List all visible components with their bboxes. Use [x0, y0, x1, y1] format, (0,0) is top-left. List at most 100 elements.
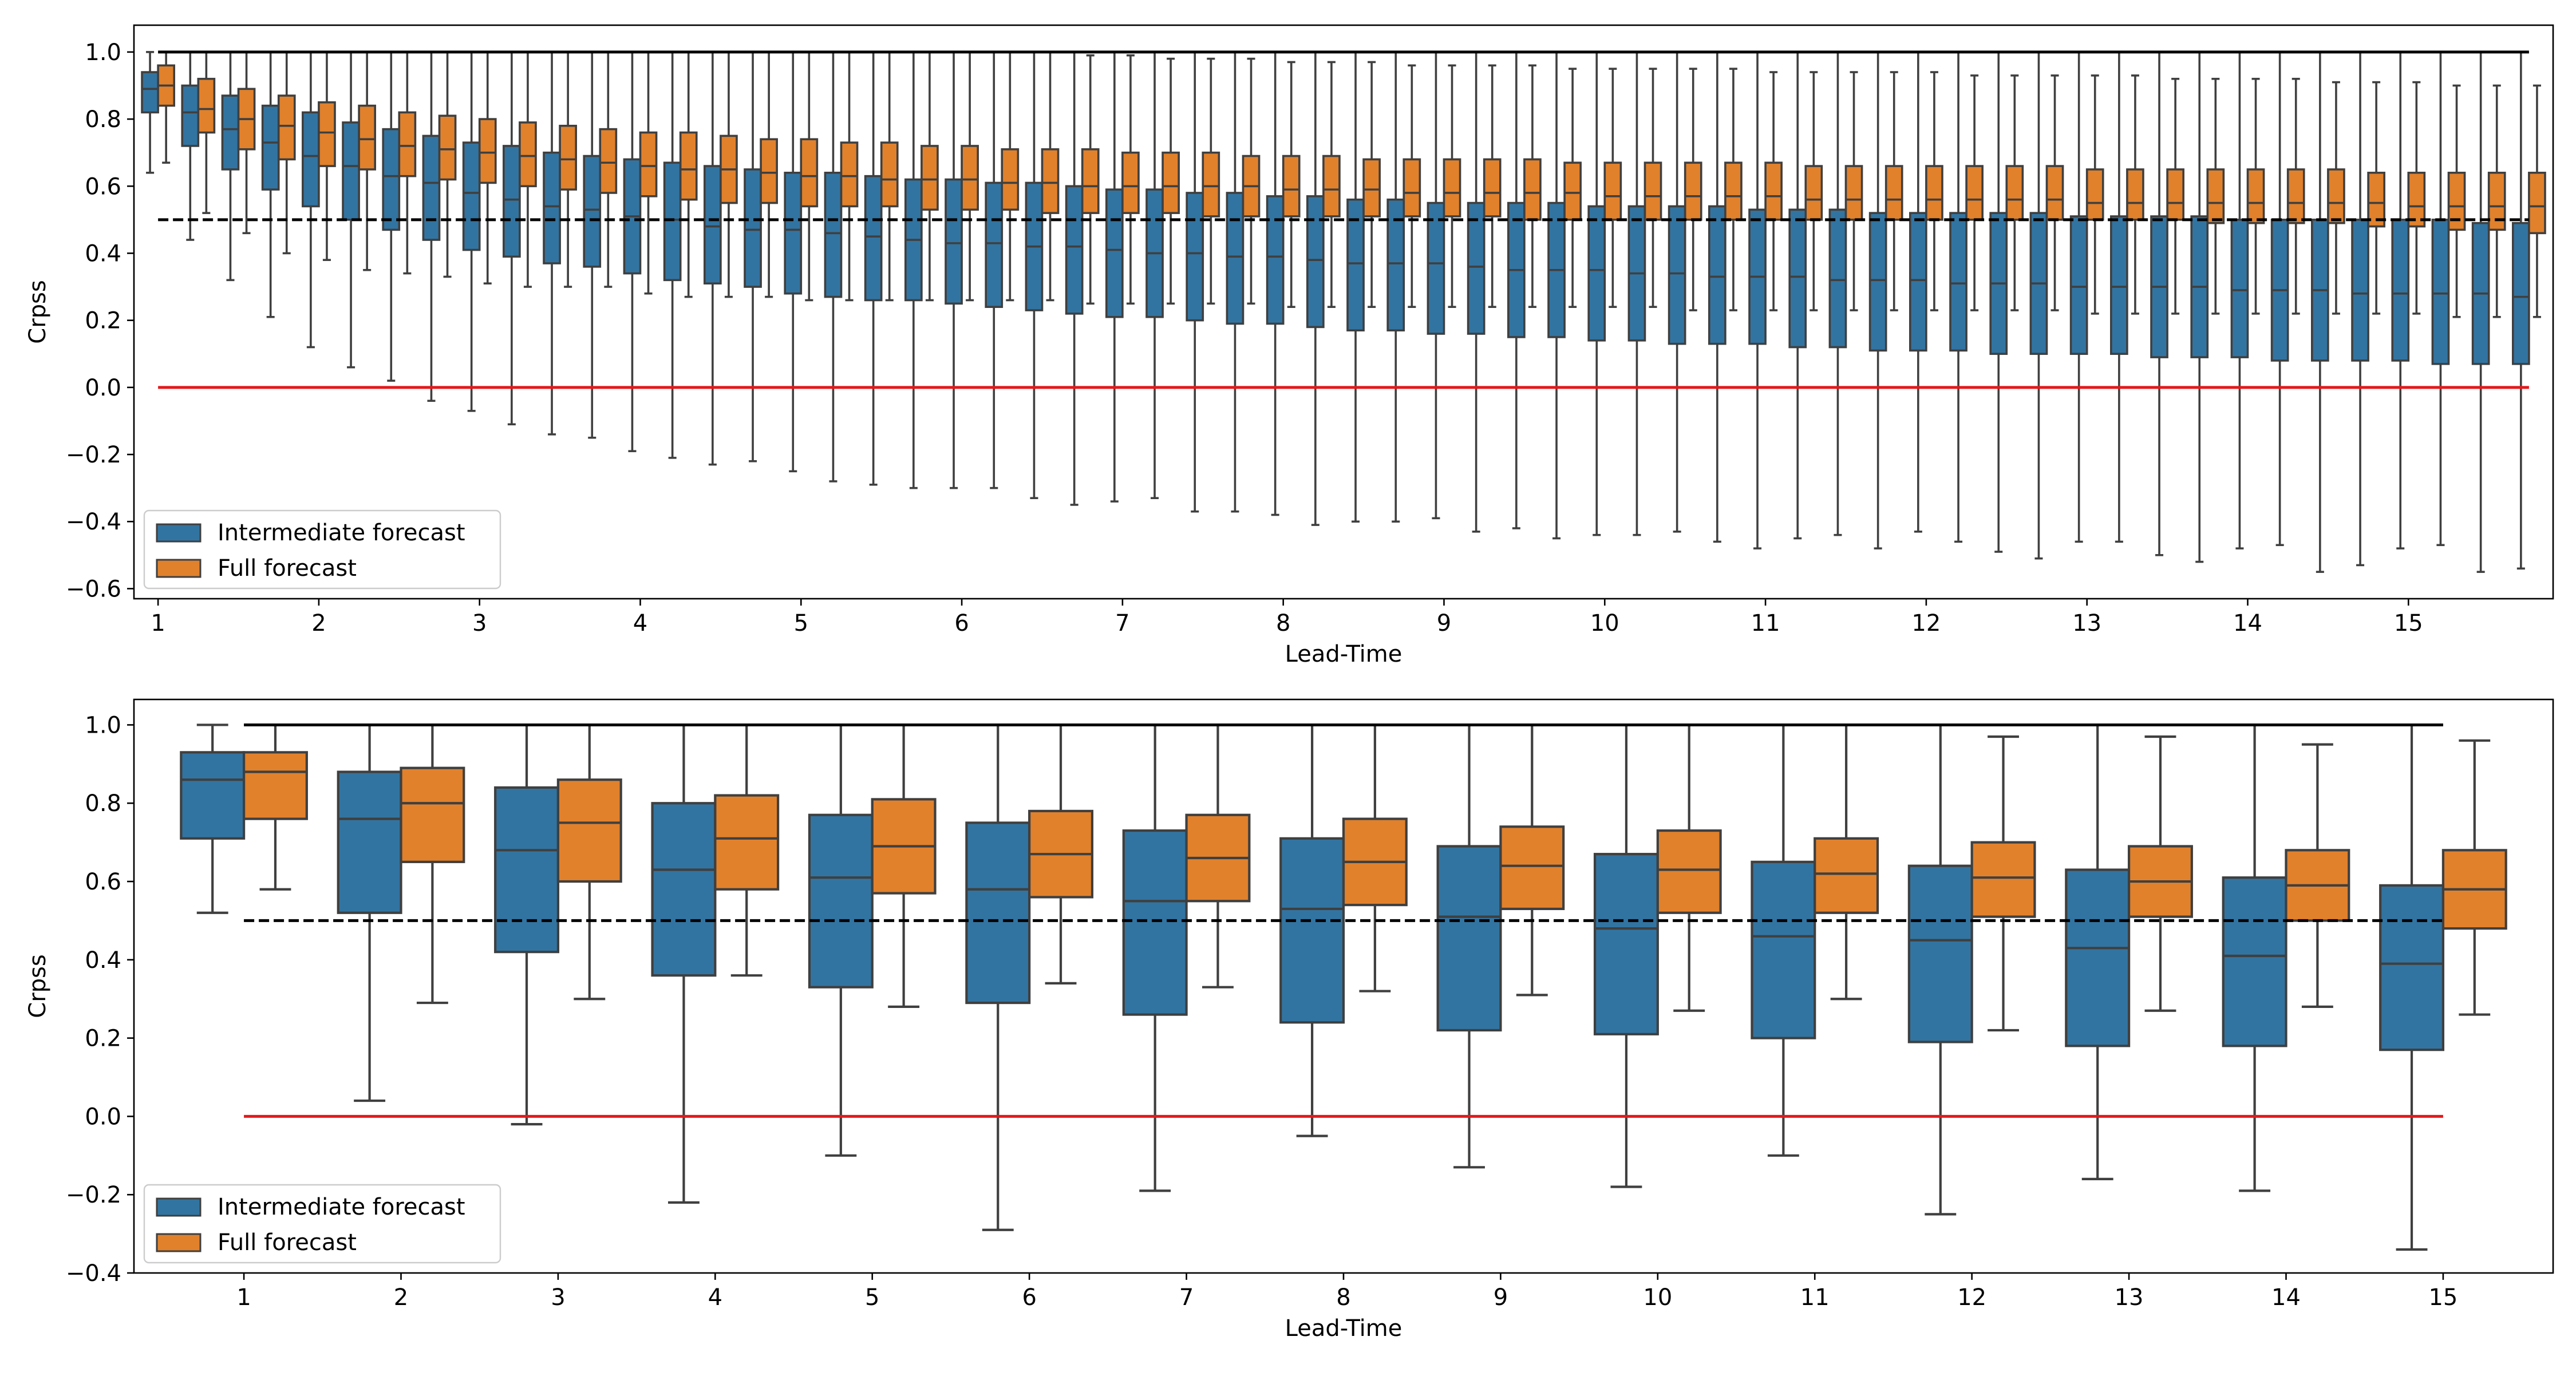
- box-full: [318, 51, 336, 261]
- box-iqr: [503, 145, 521, 258]
- y-axis: −0.4 −0.2 0.0 0.2 0.4 0.6 0.8 1.0 Crpss: [25, 712, 134, 1287]
- box-full: [1499, 723, 1565, 997]
- box-intermediate: [2150, 51, 2168, 556]
- box-full: [871, 723, 937, 1009]
- y-tick-label: −0.2: [66, 1182, 121, 1208]
- x-tick-label: 7: [1179, 1284, 1194, 1311]
- box-intermediate: [1145, 51, 1164, 500]
- box-iqr: [197, 77, 216, 134]
- box-intermediate: [1708, 51, 1726, 543]
- x-tick-label: 15: [2428, 1284, 2458, 1311]
- box-iqr: [1161, 151, 1180, 214]
- box-iqr: [1844, 165, 1863, 221]
- box-intermediate: [2069, 51, 2088, 543]
- x-tick-label: 2: [311, 610, 326, 636]
- x-tick-label: 6: [954, 610, 969, 636]
- box-full: [2127, 735, 2193, 1012]
- box-intermediate: [1436, 723, 1502, 1169]
- box-iqr: [760, 138, 778, 204]
- box-intermediate: [337, 723, 402, 1102]
- box-full: [880, 51, 899, 302]
- x-tick-label: 11: [1751, 610, 1780, 636]
- box-iqr: [438, 114, 457, 181]
- box-iqr: [985, 181, 1003, 309]
- box-full: [639, 51, 658, 295]
- box-full: [1970, 735, 2036, 1032]
- box-iqr: [1668, 205, 1686, 345]
- box-full: [2005, 74, 2024, 311]
- legend: Intermediate forecast Full forecast: [143, 1184, 501, 1264]
- box-iqr: [1186, 192, 1204, 322]
- box-iqr: [1499, 825, 1565, 911]
- box-intermediate: [2431, 51, 2450, 547]
- box-iqr: [494, 786, 560, 954]
- y-tick-label: 0.4: [85, 240, 121, 267]
- y-tick-label: −0.4: [66, 1260, 121, 1287]
- box-intermediate: [2351, 51, 2369, 567]
- box-intermediate: [1122, 723, 1188, 1192]
- box-intermediate: [2391, 51, 2410, 549]
- box-full: [1764, 71, 1783, 311]
- box-iqr: [663, 161, 682, 282]
- legend-frame: [143, 1184, 501, 1264]
- box-iqr: [651, 802, 717, 977]
- box-full: [1814, 723, 1879, 1001]
- box-iqr: [2286, 168, 2305, 224]
- box-intermediate: [1788, 51, 1807, 540]
- x-tick-label: 4: [708, 1284, 722, 1311]
- box-iqr: [462, 141, 481, 251]
- y-tick-label: 0.4: [85, 947, 121, 974]
- box-iqr: [704, 165, 722, 284]
- box-full: [2441, 739, 2507, 1016]
- box-intermediate: [261, 51, 280, 318]
- box-intermediate: [494, 723, 560, 1126]
- box-full: [2285, 743, 2350, 1009]
- box-intermediate: [543, 51, 561, 436]
- box-full: [2367, 81, 2385, 315]
- box-iqr: [1065, 185, 1084, 315]
- box-iqr: [1828, 208, 1847, 349]
- box-iqr: [400, 766, 465, 863]
- box-iqr: [1386, 198, 1405, 332]
- box-iqr: [2407, 172, 2426, 228]
- legend-label-intermediate: Intermediate forecast: [218, 520, 465, 546]
- box-full: [2045, 74, 2064, 311]
- box-iqr: [1643, 161, 1662, 221]
- box-iqr: [679, 131, 698, 201]
- box-iqr: [1001, 148, 1020, 211]
- box-full: [2206, 77, 2225, 315]
- box-intermediate: [2230, 51, 2249, 549]
- box-intermediate: [1279, 723, 1345, 1137]
- box-iqr: [2367, 172, 2385, 228]
- box-iqr: [1226, 192, 1244, 325]
- plot-area: [134, 25, 2553, 599]
- box-full: [556, 723, 622, 1001]
- x-tick-label: 14: [2271, 1284, 2301, 1311]
- box-iqr: [543, 151, 561, 264]
- plot-frame: [133, 24, 2554, 600]
- box-iqr: [2528, 172, 2546, 235]
- box-iqr: [2222, 876, 2287, 1047]
- legend-label-full: Full forecast: [218, 555, 357, 582]
- x-tick-label: 10: [1590, 610, 1619, 636]
- box-iqr: [714, 794, 780, 891]
- box-iqr: [2110, 215, 2128, 355]
- box-full: [277, 51, 296, 255]
- box-intermediate: [141, 51, 159, 174]
- box-iqr: [242, 751, 308, 820]
- box-iqr: [1105, 188, 1124, 318]
- box-full: [1965, 74, 1984, 311]
- box-iqr: [808, 813, 874, 988]
- box-full: [2407, 81, 2426, 315]
- box-iqr: [318, 101, 336, 167]
- box-intermediate: [1748, 51, 1767, 549]
- box-intermediate: [1427, 51, 1445, 520]
- box-iqr: [1965, 165, 1984, 221]
- box-intermediate: [2512, 51, 2530, 570]
- box-intermediate: [1467, 51, 1485, 533]
- box-full: [1028, 723, 1094, 984]
- box-iqr: [639, 131, 658, 197]
